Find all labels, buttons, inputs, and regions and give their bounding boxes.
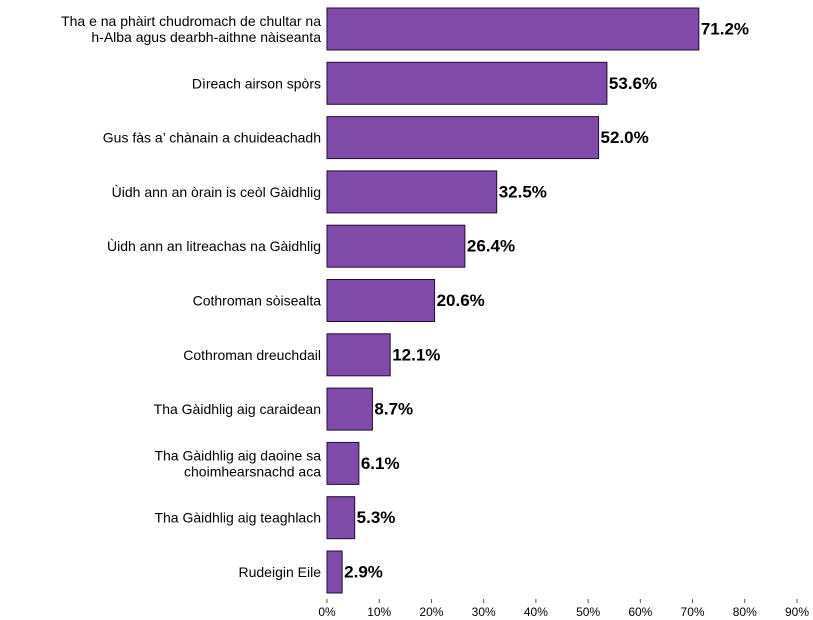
bar-0 [326,7,700,51]
x-tick-label-4: 40% [524,605,548,619]
category-label-3-line-0: Ùidh ann an òrain is ceòl Gàidhlig [112,184,321,200]
category-label-5-line-0: Cothroman sòisealta [193,293,322,309]
bar-1 [326,61,608,105]
category-label-6-line-0: Cothroman dreuchdail [183,347,321,363]
value-labels-group: 71.2% 53.6% 52.0% 32.5% 26.4% 20.6% 12.1% 8.7% 6… [344,20,749,582]
x-axis: 0% 10% 20% 30% 40% 50% 60% 70% 80% 90% [318,599,809,619]
value-label-8: 6.1% [361,454,400,473]
category-labels-group: Tha e na phàirt chudromach de chultar na… [61,13,321,580]
x-tick-label-7: 70% [681,605,705,619]
bar-7 [326,387,373,431]
category-label-0-line-0: Tha e na phàirt chudromach de chultar na [61,13,321,29]
value-label-6: 12.1% [392,345,440,364]
category-label-10-line-0: Rudeigin Eile [239,564,322,580]
x-tick-label-0: 0% [318,605,336,619]
bar-3 [326,170,498,214]
category-label-2-line-0: Gus fàs a’ chànain a chuideachadh [103,130,321,146]
category-label-7-line-0: Tha Gàidhlig aig caraidean [154,401,321,417]
value-label-1: 53.6% [609,74,657,93]
x-tick-label-8: 80% [733,605,757,619]
x-tick-label-6: 60% [628,605,652,619]
x-tick-label-5: 50% [576,605,600,619]
bar-5 [326,279,436,322]
bar-9 [326,496,356,540]
value-label-10: 2.9% [344,563,383,582]
value-label-2: 52.0% [601,128,649,147]
bar-10 [326,550,343,594]
x-tick-label-2: 20% [419,605,443,619]
category-label-1-line-0: Dìreach airson spòrs [192,75,321,91]
value-label-5: 20.6% [437,291,485,310]
category-label-0-line-1: h-Alba agus dearbh-aithne nàiseanta [91,29,321,45]
bar-4 [326,224,466,268]
category-label-4-line-0: Ùidh ann an litreachas na Gàidhlig [107,238,321,254]
x-tick-label-3: 30% [472,605,496,619]
x-tick-label-9: 90% [785,605,809,619]
value-label-4: 26.4% [467,237,515,256]
value-label-0: 71.2% [701,20,749,39]
bars-group [326,7,700,594]
category-label-9-line-0: Tha Gàidhlig aig teaghlach [154,510,321,526]
x-tick-label-1: 10% [367,605,391,619]
value-label-7: 8.7% [374,400,413,419]
value-label-3: 32.5% [499,182,547,201]
category-label-8-line-1: choimhearsnachd aca [184,463,321,479]
category-label-8-line-0: Tha Gàidhlig aig daoine sa [154,447,321,463]
bar-2 [326,116,600,160]
bar-6 [326,333,391,377]
bar-8 [326,441,360,485]
value-label-9: 5.3% [357,508,396,527]
